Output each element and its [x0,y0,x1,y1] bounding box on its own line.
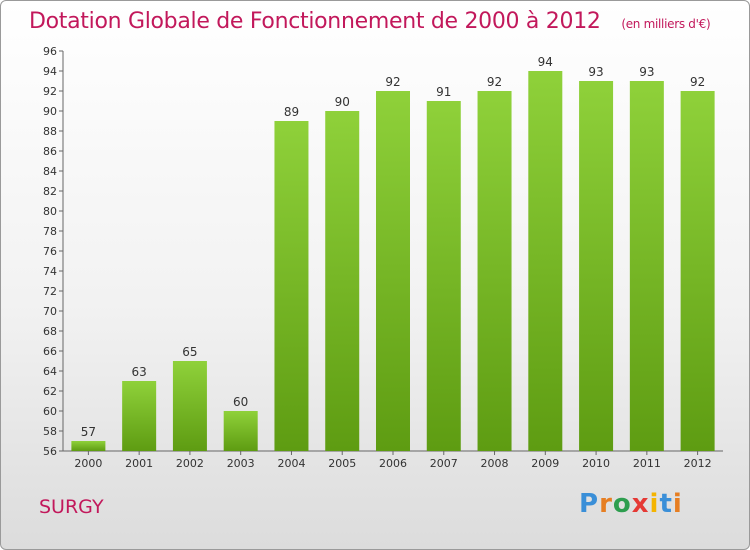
logo-letter: t [659,489,673,519]
bar-value-label: 89 [284,105,299,119]
y-tick-label: 62 [43,385,57,398]
y-tick-label: 66 [43,345,57,358]
y-tick-label: 70 [43,305,57,318]
y-tick-label: 92 [43,85,57,98]
bar-2012[interactable] [680,91,715,451]
logo-letter: i [649,489,660,519]
y-tick-label: 94 [43,65,57,78]
y-tick-label: 72 [43,285,57,298]
bar-2005[interactable] [325,111,360,451]
logo-letter: P [579,489,600,519]
y-tick-label: 68 [43,325,57,338]
chart-axes: 56 58 60 62 64 66 68 70 72 74 76 78 80 82 84 86 88 90 92 94… [43,45,723,470]
bar-2011[interactable] [629,81,664,451]
bar-2004[interactable] [274,121,309,451]
x-tick-label: 2005 [328,457,356,470]
y-tick-label: 76 [43,245,57,258]
bar-value-label: 92 [385,75,400,89]
y-tick-label: 64 [43,365,57,378]
bar-value-label: 90 [335,95,350,109]
bar-value-label: 93 [588,65,603,79]
commune-name: SURGY [39,496,104,518]
bar-value-label: 65 [182,345,197,359]
bar-value-label: 91 [436,85,451,99]
x-tick-label: 2010 [582,457,610,470]
y-tick-label: 96 [43,45,57,58]
y-tick-label: 82 [43,185,57,198]
logo-letter: r [599,489,613,519]
x-tick-label: 2001 [125,457,153,470]
chart-bars: 57 63 65 60 89 90 92 91 92 94 93 93 92 [71,55,715,451]
y-tick-label: 60 [43,405,57,418]
y-tick-label: 58 [43,425,57,438]
x-tick-label: 2006 [379,457,407,470]
y-tick-label: 84 [43,165,57,178]
y-tick-label: 74 [43,265,57,278]
bar-2001[interactable] [122,381,157,451]
logo-letter: i [672,489,683,519]
x-tick-label: 2008 [481,457,509,470]
chart-title-text: Dotation Globale de Fonctionnement de 20… [29,9,601,34]
bar-value-label: 63 [132,365,147,379]
logo-letter: x [631,489,650,519]
bar-2003[interactable] [223,411,258,451]
y-tick-label: 56 [43,445,57,458]
bar-2009[interactable] [528,71,563,451]
x-tick-label: 2000 [74,457,102,470]
x-tick-label: 2012 [684,457,712,470]
x-tick-label: 2004 [277,457,305,470]
y-tick-label: 86 [43,145,57,158]
bar-value-label: 60 [233,395,248,409]
x-tick-label: 2011 [633,457,661,470]
proxiti-logo[interactable]: Proxiti [579,489,683,519]
bar-value-label: 92 [690,75,705,89]
bar-value-label: 94 [538,55,553,69]
bar-2010[interactable] [579,81,614,451]
y-tick-label: 80 [43,205,57,218]
y-tick-label: 90 [43,105,57,118]
x-tick-label: 2009 [531,457,559,470]
bar-2000[interactable] [71,441,106,451]
bar-value-label: 93 [639,65,654,79]
chart-unit: (en milliers d'€) [621,17,711,31]
logo-letter: o [612,489,632,519]
bar-2007[interactable] [426,101,461,451]
y-tick-label: 88 [43,125,57,138]
bar-2002[interactable] [172,361,207,451]
x-tick-label: 2007 [430,457,458,470]
chart-title: Dotation Globale de Fonctionnement de 20… [29,9,711,34]
bar-2006[interactable] [376,91,410,451]
x-tick-label: 2003 [227,457,255,470]
bar-value-label: 57 [81,425,96,439]
x-tick-label: 2002 [176,457,204,470]
y-tick-label: 78 [43,225,57,238]
bar-2008[interactable] [477,91,512,451]
bar-value-label: 92 [487,75,502,89]
